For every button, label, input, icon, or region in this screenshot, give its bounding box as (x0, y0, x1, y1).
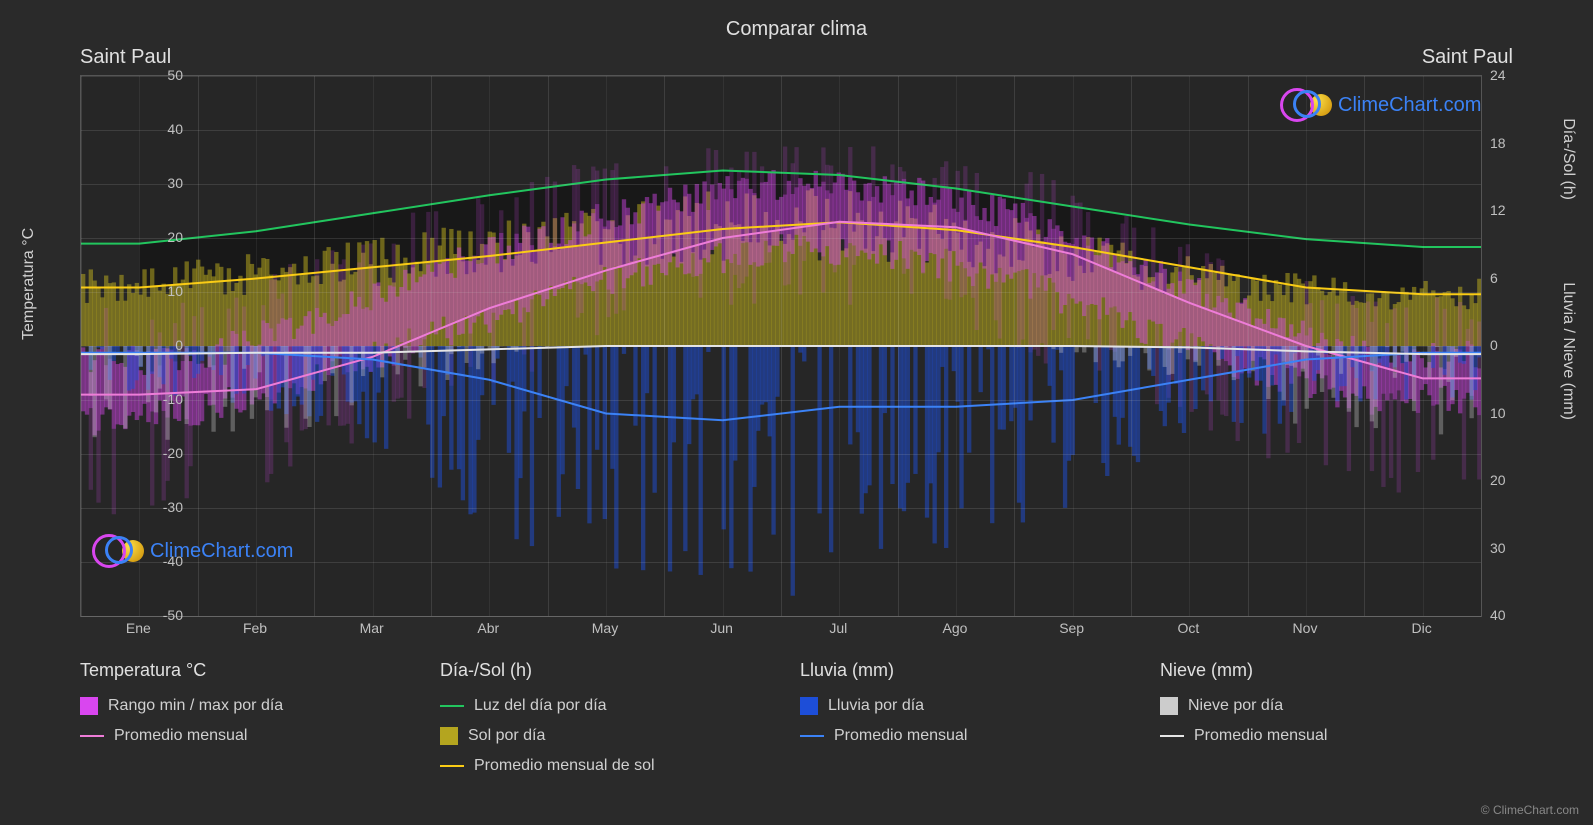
brand-logo-top: ClimeChart.com (1280, 88, 1481, 122)
xtick-month: May (575, 620, 635, 636)
swatch-rain-daily-icon (800, 697, 818, 715)
legend-label: Rango min / max por día (108, 697, 283, 715)
legend-item-snow-avg: Promedio mensual (1160, 727, 1480, 745)
legend-item-temp-range: Rango min / max por día (80, 697, 400, 715)
legend-label: Lluvia por día (828, 697, 924, 715)
legend-label: Promedio mensual (114, 727, 247, 745)
y-right-bot-axis-label: Lluvia / Nieve (mm) (1559, 282, 1577, 420)
ytick-right-mm: 30 (1490, 540, 1550, 556)
legend-label: Nieve por día (1188, 697, 1283, 715)
logo-icon (1280, 88, 1314, 122)
legend-item-rain-daily: Lluvia por día (800, 697, 1120, 715)
ytick-left: 30 (83, 175, 183, 191)
legend-title-rain: Lluvia (mm) (800, 660, 1120, 681)
legend-label: Promedio mensual de sol (474, 757, 655, 775)
y-left-axis-label: Temperatura °C (20, 228, 38, 340)
copyright: © ClimeChart.com (1481, 803, 1579, 817)
legend-col-temperature: Temperatura °C Rango min / max por día P… (80, 660, 400, 775)
xtick-month: Dic (1392, 620, 1452, 636)
ytick-left: 10 (83, 283, 183, 299)
ytick-left: 0 (83, 337, 183, 353)
swatch-snow-daily-icon (1160, 697, 1178, 715)
ytick-right-hours: 18 (1490, 135, 1550, 151)
ytick-right-mm: 20 (1490, 472, 1550, 488)
xtick-month: Abr (458, 620, 518, 636)
chart-title: Comparar clima (0, 0, 1593, 41)
legend-label: Luz del día por día (474, 697, 607, 715)
swatch-daylight-icon (440, 705, 464, 707)
legend-title-temperature: Temperatura °C (80, 660, 400, 681)
swatch-snow-avg-icon (1160, 735, 1184, 737)
legend-col-snow: Nieve (mm) Nieve por día Promedio mensua… (1160, 660, 1480, 775)
ytick-left: 40 (83, 121, 183, 137)
ytick-right-hours: 6 (1490, 270, 1550, 286)
legend-col-rain: Lluvia (mm) Lluvia por día Promedio mens… (800, 660, 1120, 775)
xtick-month: Sep (1042, 620, 1102, 636)
swatch-temp-range-icon (80, 697, 98, 715)
legend-label: Sol por día (468, 727, 545, 745)
ytick-left: -20 (83, 445, 183, 461)
ytick-right-mm: 40 (1490, 607, 1550, 623)
legend-label: Promedio mensual (1194, 727, 1327, 745)
xtick-month: Ago (925, 620, 985, 636)
xtick-month: Nov (1275, 620, 1335, 636)
ytick-right-hours: 12 (1490, 202, 1550, 218)
brand-text: ClimeChart.com (1338, 94, 1481, 117)
legend-label: Promedio mensual (834, 727, 967, 745)
legend-item-daylight: Luz del día por día (440, 697, 760, 715)
ytick-right-mm: 10 (1490, 405, 1550, 421)
ytick-right-hours: 0 (1490, 337, 1550, 353)
xtick-month: Jul (808, 620, 868, 636)
legend-item-temp-avg: Promedio mensual (80, 727, 400, 745)
xtick-month: Ene (108, 620, 168, 636)
legend-col-daysun: Día-/Sol (h) Luz del día por día Sol por… (440, 660, 760, 775)
swatch-temp-avg-icon (80, 735, 104, 737)
xtick-month: Jun (692, 620, 752, 636)
y-right-top-axis-label: Día-/Sol (h) (1559, 118, 1577, 200)
ytick-left: -10 (83, 391, 183, 407)
ytick-left: -40 (83, 553, 183, 569)
xtick-month: Feb (225, 620, 285, 636)
legend-item-snow-daily: Nieve por día (1160, 697, 1480, 715)
ytick-left: 50 (83, 67, 183, 83)
ytick-left: 20 (83, 229, 183, 245)
legend: Temperatura °C Rango min / max por día P… (80, 660, 1480, 775)
location-right: Saint Paul (1422, 46, 1513, 69)
xtick-month: Mar (342, 620, 402, 636)
legend-item-rain-avg: Promedio mensual (800, 727, 1120, 745)
legend-title-daysun: Día-/Sol (h) (440, 660, 760, 681)
ytick-right-hours: 24 (1490, 67, 1550, 83)
legend-title-snow: Nieve (mm) (1160, 660, 1480, 681)
location-left: Saint Paul (80, 46, 171, 69)
xtick-month: Oct (1158, 620, 1218, 636)
swatch-sunavg-icon (440, 765, 464, 767)
swatch-sun-icon (440, 727, 458, 745)
ytick-left: -30 (83, 499, 183, 515)
legend-item-sunavg: Promedio mensual de sol (440, 757, 760, 775)
legend-item-sun: Sol por día (440, 727, 760, 745)
swatch-rain-avg-icon (800, 735, 824, 737)
